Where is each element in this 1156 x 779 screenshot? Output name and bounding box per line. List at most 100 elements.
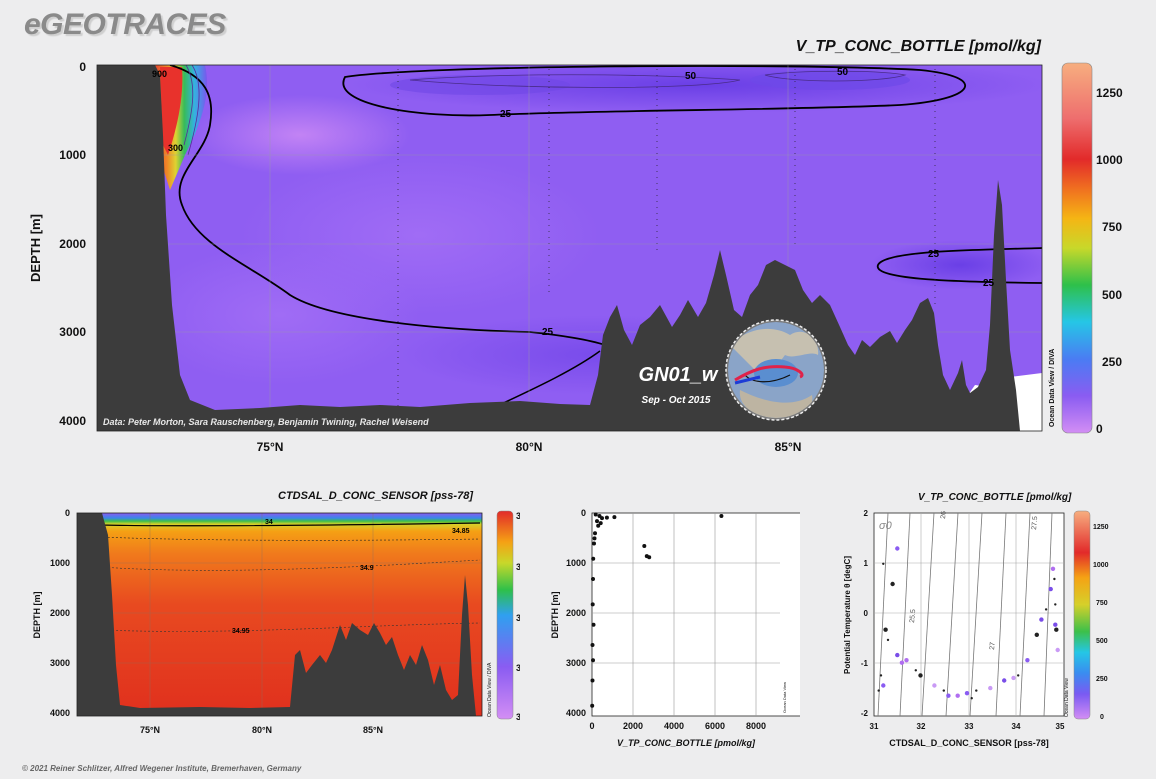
- profile-point: [642, 544, 647, 548]
- ts-point: [1017, 674, 1020, 677]
- y-tick-label: 2000: [566, 608, 586, 618]
- colorbar-tick: 1250: [1096, 86, 1123, 100]
- ts-point: [1054, 603, 1057, 606]
- ts-point: [975, 689, 978, 692]
- side-label: Ocean Data View: [782, 682, 787, 713]
- x-tick-label: 85°N: [363, 725, 383, 735]
- x-tick-label: 80°N: [252, 725, 272, 735]
- x-tick-label: 34: [1012, 722, 1021, 731]
- ts-point: [1048, 586, 1053, 592]
- colorbar-side-label: Ocean Data View / DIVA: [1049, 349, 1056, 427]
- ts-chart-title: V_TP_CONC_BOTTLE [pmol/kg]: [918, 492, 1072, 503]
- colorbar-tick: 0: [1096, 422, 1103, 436]
- colorbar-tick: 32: [516, 663, 520, 673]
- y-tick-label: 2000: [59, 237, 86, 251]
- x-tick-label: 32: [917, 722, 926, 731]
- ts-point: [886, 638, 890, 642]
- profile-point: [590, 678, 595, 683]
- x-tick-label: 80°N: [516, 440, 543, 454]
- profile-scatter-chart: 0 1000 2000 3000 4000 DEPTH [m] 0 2000 4…: [550, 508, 800, 748]
- ts-point: [1025, 658, 1030, 663]
- colorbar-ticks: 1250 1000 750 500 250 0: [1096, 86, 1123, 436]
- profile-point: [647, 555, 652, 560]
- colorbar-side-label: Ocean Data View / DIVA: [487, 662, 493, 717]
- profile-point: [591, 622, 596, 627]
- y-tick-label: 2: [864, 509, 869, 518]
- data-credits: Data: Peter Morton, Sara Rauschenberg, B…: [103, 417, 429, 427]
- section-period: Sep - Oct 2015: [642, 395, 711, 406]
- x-tick-label: 8000: [746, 721, 766, 731]
- profile-point: [593, 512, 598, 517]
- colorbar-tick: 1000: [1093, 562, 1109, 569]
- y-axis-label: DEPTH [m]: [28, 214, 43, 282]
- colorbar-tick: 500: [1096, 638, 1108, 645]
- y-tick-label: -1: [861, 659, 869, 668]
- ts-point: [1002, 678, 1007, 683]
- y-tick-label: 3000: [566, 658, 586, 668]
- ts-point: [988, 685, 993, 691]
- y-tick-label: 0: [65, 508, 70, 518]
- y-tick-label: -2: [861, 709, 869, 718]
- ts-point: [942, 689, 945, 692]
- x-tick-label: 6000: [705, 721, 725, 731]
- x-axis-label: V_TP_CONC_BOTTLE [pmol/kg]: [617, 738, 756, 748]
- y-tick-label: 0: [79, 60, 86, 74]
- colorbar-tick: 31: [516, 712, 520, 722]
- contour-label: 34.85: [452, 528, 470, 535]
- ts-point: [877, 689, 880, 692]
- ts-point: [1039, 617, 1044, 622]
- ts-point: [970, 697, 973, 700]
- y-tick-label: 2000: [50, 608, 70, 618]
- profile-point: [596, 523, 601, 528]
- x-axis-label: CTDSAL_D_CONC_SENSOR [pss-78]: [889, 738, 1049, 748]
- profile-point: [591, 556, 596, 561]
- contour-label: 25: [983, 278, 995, 289]
- isopycnal-label: 27: [989, 642, 997, 650]
- y-tick-label: 4000: [50, 708, 70, 718]
- ts-points: [877, 546, 1060, 700]
- sigma-label: σ0: [879, 520, 893, 532]
- y-tick-label: 1000: [50, 558, 70, 568]
- contour-label: 25: [542, 327, 554, 338]
- colorbar-tick: 0: [1100, 714, 1104, 721]
- colorbar-tick: 35: [516, 511, 520, 521]
- profile-point: [597, 514, 602, 518]
- colorbar-tick: 250: [1102, 355, 1122, 369]
- y-tick-label: 1000: [566, 558, 586, 568]
- profile-point: [590, 703, 595, 708]
- y-tick-label: 1: [864, 559, 869, 568]
- profile-point: [592, 541, 596, 546]
- ts-point: [1044, 608, 1048, 611]
- contour-label: 34.95: [232, 628, 250, 635]
- ts-point: [1011, 675, 1016, 681]
- y-axis-label: DEPTH [m]: [550, 591, 560, 638]
- isopycnal-label: 26: [940, 511, 948, 519]
- section-name: GN01_w: [639, 364, 719, 386]
- contour-label: 900: [152, 69, 167, 79]
- ts-point: [1034, 632, 1039, 637]
- profile-point: [590, 602, 595, 607]
- profile-point: [604, 515, 609, 520]
- y-tick-label: 0: [581, 508, 586, 518]
- ts-point: [918, 673, 923, 678]
- colorbar-tick: 34: [516, 562, 520, 572]
- profile-point: [593, 531, 597, 536]
- x-tick-label: 75°N: [140, 725, 160, 735]
- ts-point: [890, 581, 895, 587]
- y-tick-label: 4000: [566, 708, 586, 718]
- x-tick-label: 31: [870, 722, 879, 731]
- profile-point: [591, 577, 595, 581]
- x-tick-label: 33: [965, 722, 974, 731]
- x-tick-label: 85°N: [775, 440, 802, 454]
- ts-point: [1055, 647, 1060, 653]
- ts-point: [904, 658, 909, 663]
- ts-point: [932, 683, 937, 688]
- ts-point: [899, 660, 905, 665]
- ts-point: [895, 652, 900, 658]
- colorbar-tick: 33: [516, 613, 520, 623]
- contour-label: 25: [500, 109, 512, 120]
- profile-point: [719, 514, 724, 518]
- ts-diagram-chart: 25.5 26 27 27.5 σ0 2 1 0 -1 -2 Potential…: [843, 509, 1109, 748]
- x-tick-label: 0: [589, 721, 594, 731]
- salinity-section-chart: 34 34.85 34.9 34.95 0 1000 2000 3000 400…: [32, 508, 520, 735]
